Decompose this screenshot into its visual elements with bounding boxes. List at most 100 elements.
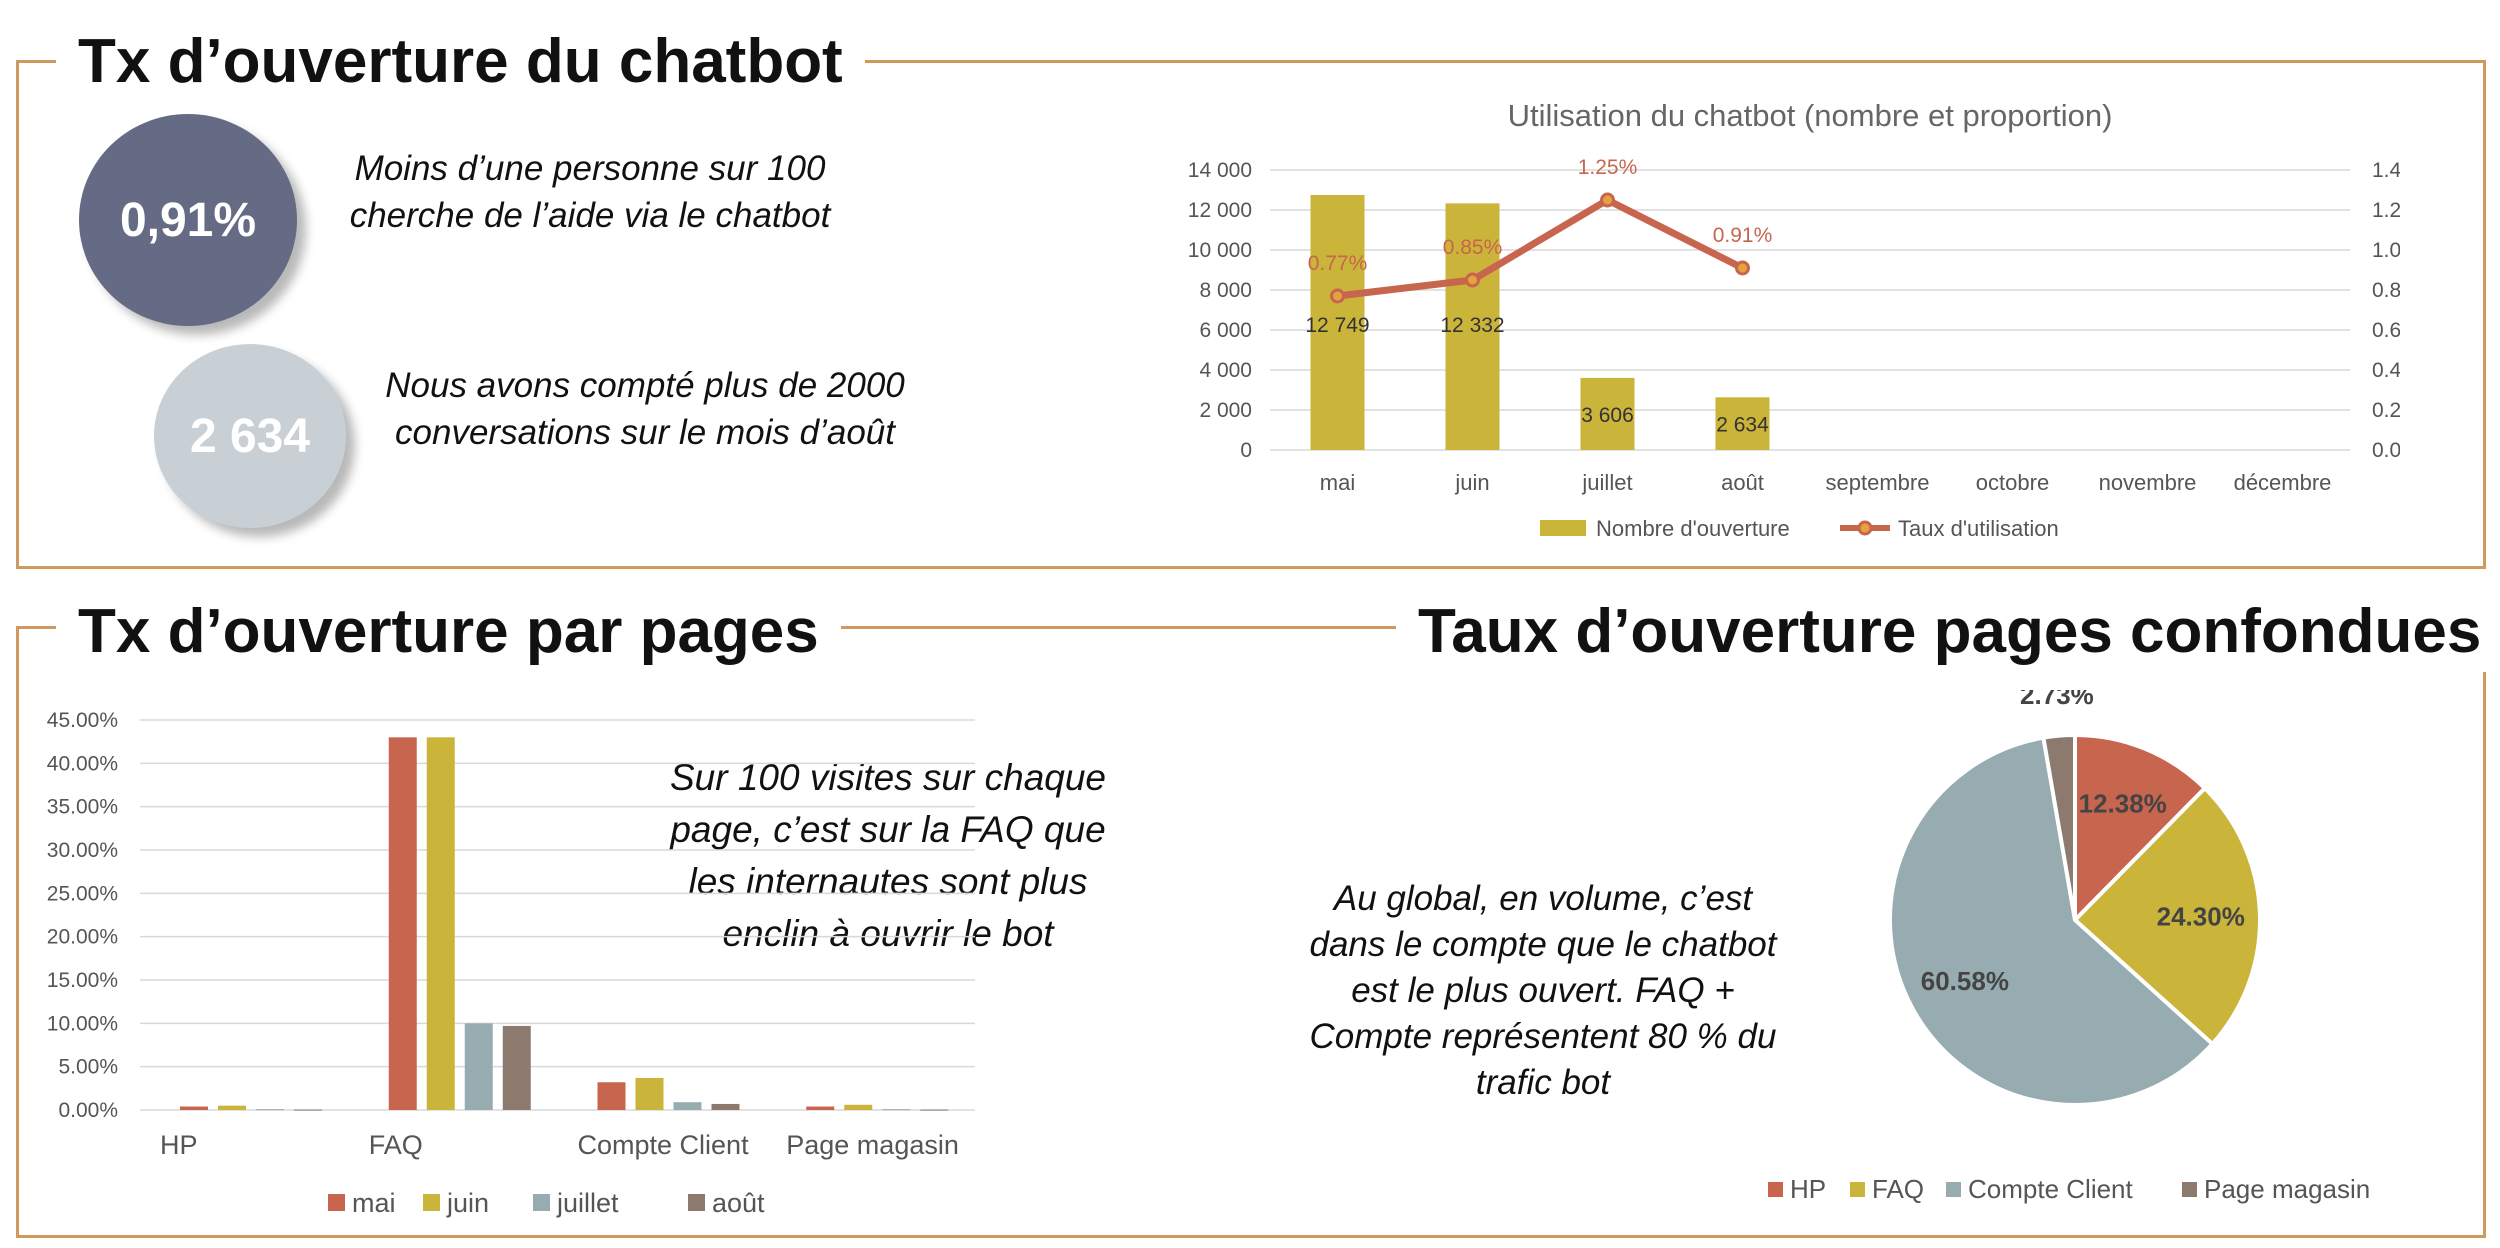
bar-mai <box>597 1082 626 1110</box>
y-tick-right: 0.00% <box>2372 439 2400 462</box>
y-tick: 0.00% <box>58 1099 118 1122</box>
y-tick: 5.00% <box>58 1056 118 1079</box>
x-tick-label: août <box>1721 470 1764 495</box>
bar-mai <box>806 1106 835 1110</box>
bar-août <box>711 1103 740 1110</box>
y-tick-left: 8 000 <box>1199 279 1252 302</box>
pie-slice-page-magasin <box>2041 732 2077 921</box>
x-tick-label: juin <box>1454 470 1489 495</box>
legend-swatch-bar <box>1540 520 1586 536</box>
legend-label: Compte Client <box>1968 1174 2134 1204</box>
x-tick-label: mai <box>1320 470 1355 495</box>
kpi-count-circle: 2 634 <box>154 344 346 528</box>
y-tick-right: 0.40% <box>2372 359 2400 382</box>
bar-nombre-ouverture <box>1310 195 1365 450</box>
x-tick-label: Compte Client <box>578 1130 750 1160</box>
y-tick-left: 2 000 <box>1199 399 1252 422</box>
line-data-label: 0.85% <box>1443 236 1503 259</box>
line-point <box>1600 192 1615 208</box>
legend-swatch <box>1850 1182 1865 1197</box>
pages-note: Sur 100 visites sur chaque page, c’est s… <box>669 757 1106 954</box>
legend-swatch <box>1768 1182 1783 1197</box>
y-tick: 40.00% <box>47 752 118 775</box>
pie-slice-faq <box>2072 785 2262 1047</box>
chart-pages: 0.00% 5.00% 10.00% 15.00% 20.00% 25.00% 30.00%… <box>47 709 975 1218</box>
y-tick-right: 1.20% <box>2372 199 2400 222</box>
bar-juillet <box>256 1109 284 1111</box>
pie-slice-hp <box>2073 732 2208 925</box>
kpi-count-value: 2 634 <box>189 409 311 463</box>
line-data-label: 1.25% <box>1578 156 1638 179</box>
bar-juillet <box>882 1109 911 1111</box>
y-tick-left: 14 000 <box>1188 159 1252 182</box>
pie-data-label: 12.38% <box>2079 789 2167 819</box>
legend-label-line: Taux d'utilisation <box>1898 516 2059 541</box>
y-tick: 25.00% <box>47 882 118 905</box>
y-tick: 45.00% <box>47 709 118 732</box>
y-tick-right: 1.00% <box>2372 239 2400 262</box>
pie-data-label: 24.30% <box>2157 901 2245 931</box>
line-point <box>1735 260 1750 276</box>
line-point <box>1465 272 1480 288</box>
legend-label: mai <box>352 1188 396 1218</box>
y-tick-right: 1.40% <box>2372 159 2400 182</box>
bar-data-label: 12 332 <box>1440 314 1504 337</box>
legend-marker-line <box>1857 520 1873 536</box>
bar-août <box>920 1109 949 1111</box>
y-tick-left: 10 000 <box>1188 239 1252 262</box>
bar-août <box>502 1025 531 1110</box>
chart-pie: 12.38% 24.30% 60.58% 2.73% HP FAQ Compte Clien… <box>1768 690 2370 1204</box>
kpi-count-text: Nous avons compté plus de 2000 conversat… <box>385 366 905 452</box>
legend-label: juin <box>446 1188 489 1218</box>
line-data-label: 0.91% <box>1713 224 1773 247</box>
kpi-rate-text: Moins d’une personne sur 100 cherche de … <box>349 149 831 235</box>
bar-nombre-ouverture <box>1715 397 1770 450</box>
y-tick-left: 6 000 <box>1199 319 1252 342</box>
top-section-frame <box>16 60 2486 569</box>
x-tick-label: septembre <box>1826 470 1930 495</box>
y-tick: 15.00% <box>47 969 118 992</box>
legend-swatch <box>688 1194 705 1211</box>
legend-label: Page magasin <box>2204 1174 2370 1204</box>
bar-data-label: 2 634 <box>1716 414 1769 437</box>
bar-nombre-ouverture <box>1580 377 1635 450</box>
x-tick-label: novembre <box>2099 470 2197 495</box>
bar-data-label: 3 606 <box>1581 404 1634 427</box>
bar-juin <box>218 1105 246 1110</box>
legend-label: août <box>712 1188 765 1218</box>
y-tick: 30.00% <box>47 839 118 862</box>
x-tick-label: décembre <box>2234 470 2332 495</box>
legend-label: juillet <box>556 1188 619 1218</box>
legend-label: FAQ <box>1872 1174 1924 1204</box>
pie-data-label: 60.58% <box>1921 966 2009 996</box>
chart-usage: Utilisation du chatbot (nombre et propor… <box>1188 98 2400 541</box>
legend-swatch <box>2182 1182 2197 1197</box>
legend-label-bar: Nombre d'ouverture <box>1596 516 1790 541</box>
y-tick-left: 0 <box>1240 439 1252 462</box>
y-tick-right: 0.60% <box>2372 319 2400 342</box>
pie-data-label: 2.73% <box>2020 690 2094 710</box>
x-tick-label: Page magasin <box>786 1130 959 1160</box>
y-tick-left: 12 000 <box>1188 199 1252 222</box>
x-tick-label: juillet <box>1581 470 1632 495</box>
bottom-section-frame <box>16 626 2486 1238</box>
line-point <box>1330 288 1345 304</box>
bar-juin <box>635 1077 664 1110</box>
chart-usage-title: Utilisation du chatbot (nombre et propor… <box>1508 98 2113 133</box>
y-tick: 10.00% <box>47 1012 118 1035</box>
bar-juin <box>844 1104 873 1110</box>
y-tick: 20.00% <box>47 926 118 949</box>
line-data-label: 0.77% <box>1308 252 1368 275</box>
kpi-rate-value: 0,91% <box>119 193 257 247</box>
y-tick-right: 0.20% <box>2372 399 2400 422</box>
x-tick-label: FAQ <box>369 1130 423 1160</box>
section-title-pages-confondues: Taux d’ouverture pages confondues <box>1396 592 2500 672</box>
legend-swatch <box>328 1194 345 1211</box>
bar-mai <box>388 737 417 1110</box>
bar-mai <box>180 1106 208 1110</box>
legend-swatch <box>533 1194 550 1211</box>
line-taux-utilisation <box>1337 196 1745 300</box>
bar-data-label: 12 749 <box>1305 314 1369 337</box>
x-tick-label: octobre <box>1976 470 2049 495</box>
bar-juillet <box>464 1023 493 1110</box>
